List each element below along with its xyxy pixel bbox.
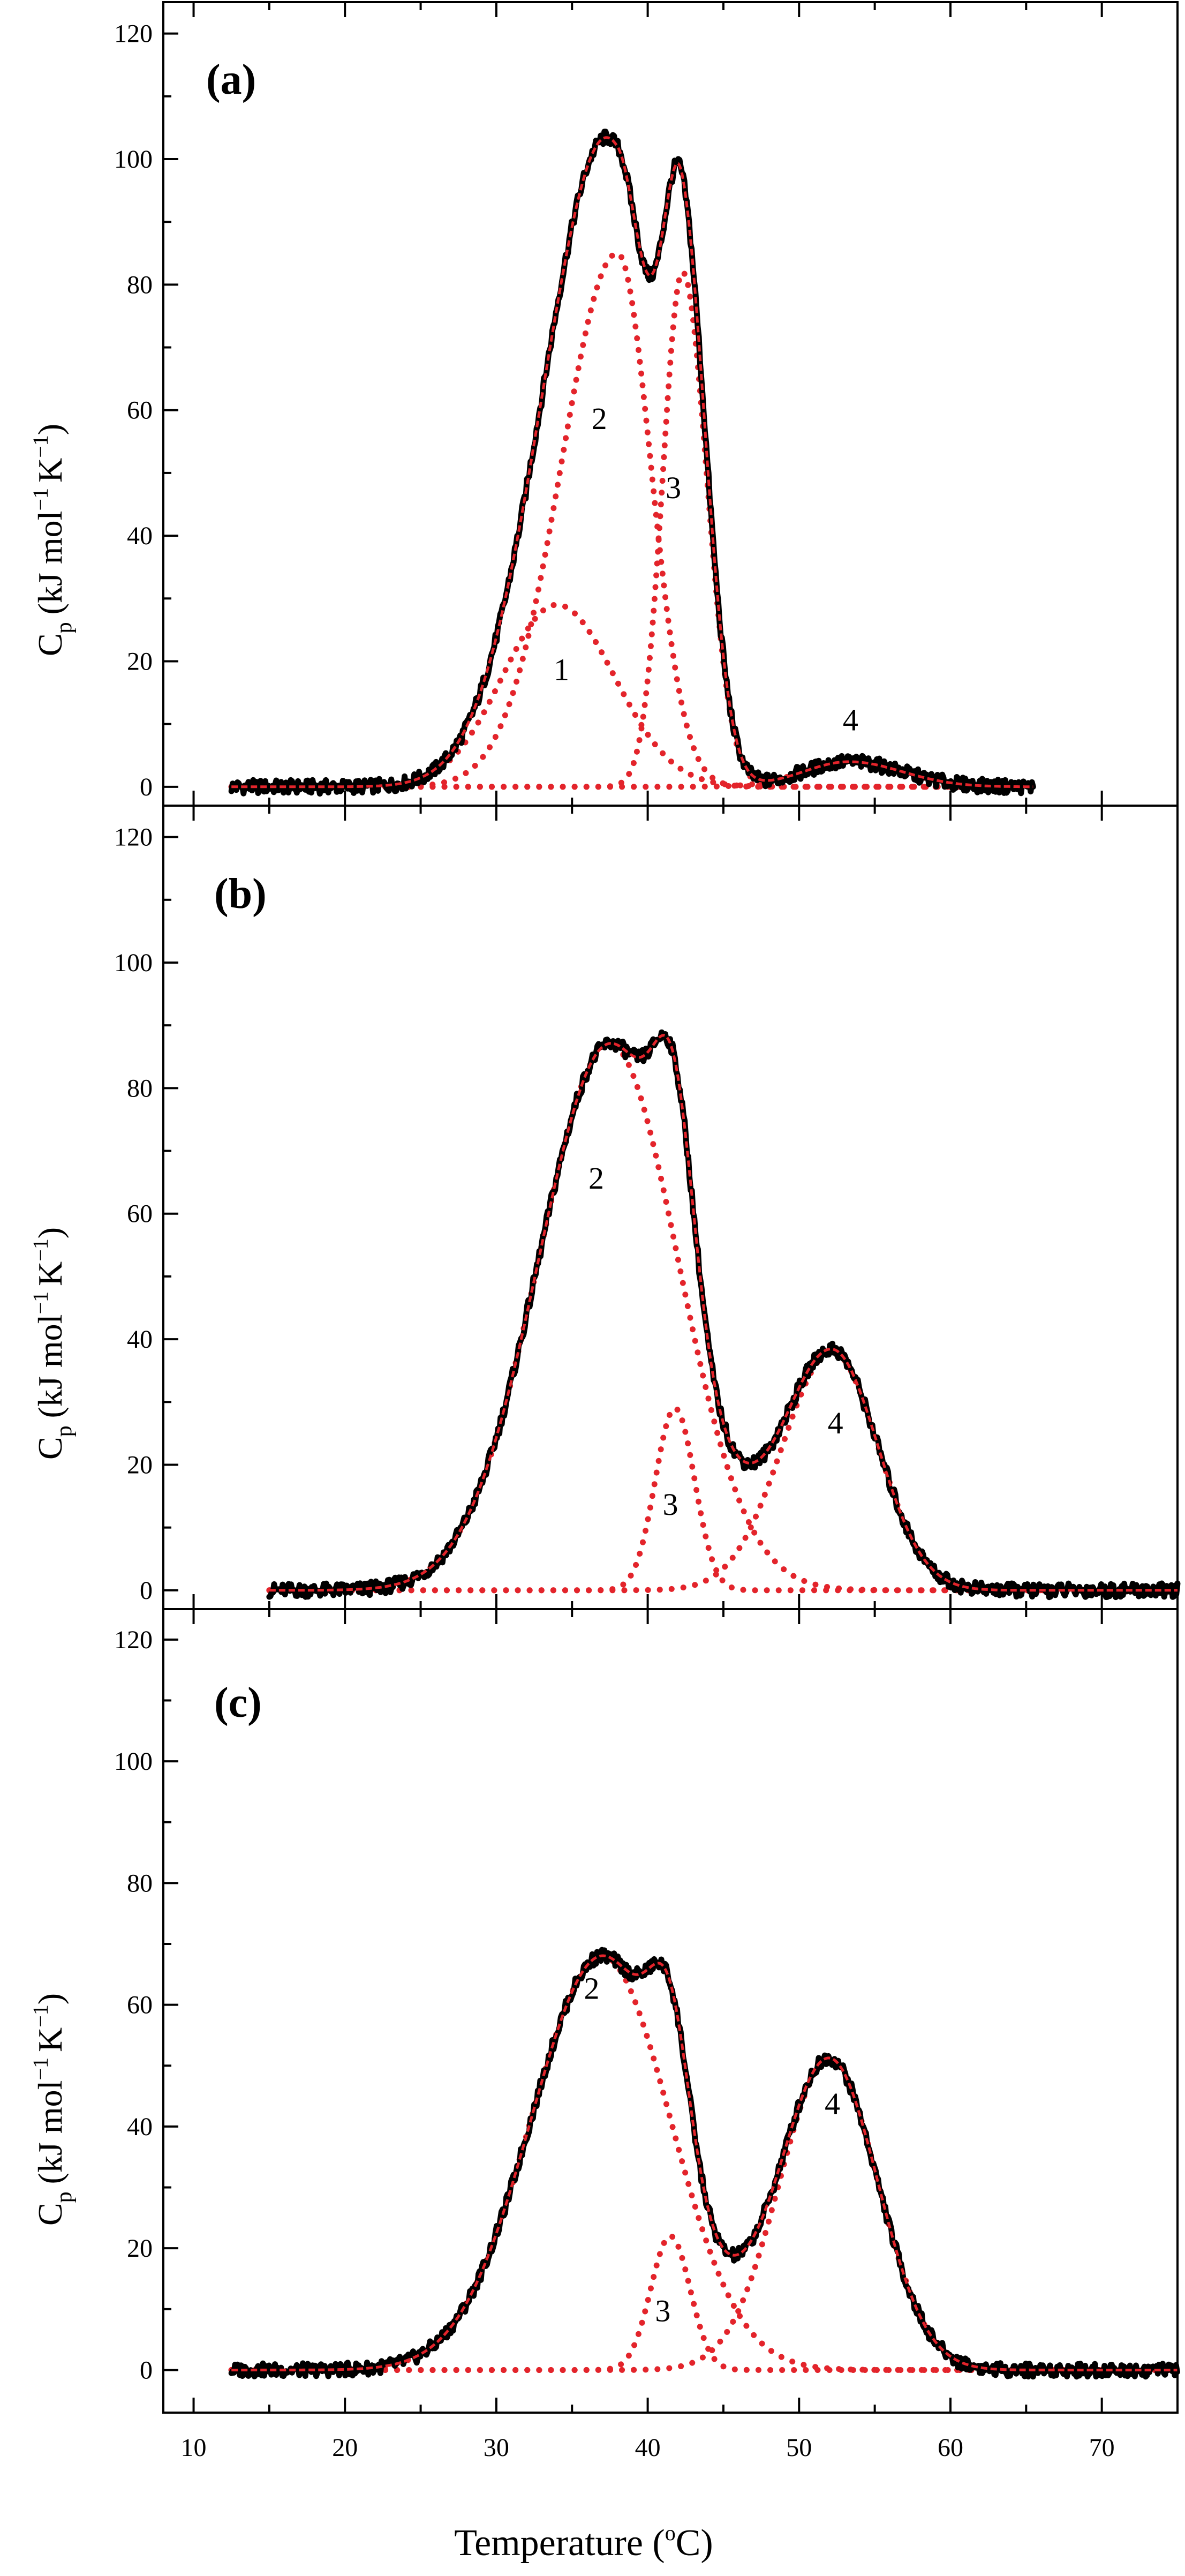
panel-b-y-tick-label: 100 — [114, 949, 153, 977]
panel-c-peak-label-3: 3 — [655, 2294, 670, 2329]
panel-a-peak-label-4: 4 — [843, 702, 858, 737]
panel-c-x-ticks — [192, 1609, 1179, 2413]
panel-a-frame — [162, 1, 1179, 807]
panel-c-peak-label-4: 4 — [825, 2086, 840, 2121]
panel-a-component-2 — [228, 250, 1036, 790]
panel-b-peak-label-2: 2 — [588, 1161, 604, 1196]
panel-a-y-tick-label: 100 — [114, 145, 153, 174]
panel-a-component-1 — [228, 602, 1036, 790]
x-tick-label: 50 — [786, 2434, 812, 2462]
panel-a-component-3 — [228, 269, 1036, 790]
panel-b-curves — [266, 1029, 1181, 1601]
panel-c-y-tick-label: 100 — [114, 1747, 153, 1776]
panel-b-y-title: Cp(kJ mol−1K−1) — [28, 1227, 77, 1460]
panel-c-peak-label-2: 2 — [584, 1971, 600, 2006]
panel-a-label: (a) — [206, 56, 256, 103]
panel-a-y-tick-label: 120 — [114, 20, 153, 48]
panel-c-component-3 — [228, 2233, 1180, 2373]
x-tick-labels: 10 20 30 40 50 60 70 — [181, 2434, 1115, 2462]
panel-b-y-tick-label: 120 — [114, 823, 153, 852]
panel-c-y-tick-label: 80 — [127, 1869, 153, 1897]
panel-a-y-tick-label: 20 — [127, 647, 153, 675]
panel-c-y-tick-label: 40 — [127, 2113, 153, 2141]
panel-b-y-tick-label: 80 — [127, 1074, 153, 1102]
x-tick-label: 40 — [635, 2434, 661, 2462]
panel-b-y-tick-label: 20 — [127, 1451, 153, 1479]
panel-b-component-2 — [266, 1041, 1181, 1594]
panel-c-fit-curve — [231, 1954, 1178, 2371]
panel-b-y-tick-label: 60 — [127, 1200, 153, 1228]
panel-c-label: (c) — [214, 1679, 262, 1726]
panel-b-fit-curve — [269, 1034, 1178, 1592]
panel-a-y-title: Cp(kJ mol−1K−1) — [28, 424, 77, 656]
panel-c: 0 20 40 60 80 100 120 2 3 4 (c) Cp(kJ mol−1K−1) — [28, 1608, 1180, 2414]
panel-a-y-tick-label: 60 — [127, 396, 153, 425]
panel-a-y-tick-label: 40 — [127, 522, 153, 550]
panel-c-component-2 — [228, 1953, 1180, 2373]
panel-a-experimental-curve — [228, 129, 1036, 797]
panel-a-peak-label-1: 1 — [554, 652, 569, 687]
panel-c-y-title: Cp(kJ mol−1K−1) — [28, 1993, 77, 2226]
panel-c-y-ticks: 0 20 40 60 80 100 120 — [114, 1626, 178, 2384]
panel-c-y-tick-label: 120 — [114, 1626, 153, 1654]
panel-a-curves — [228, 129, 1036, 797]
panel-b-peak-labels: 2 3 4 — [588, 1161, 843, 1522]
panel-c-experimental-curve — [228, 1947, 1180, 2380]
panel-b-experimental-curve — [266, 1029, 1181, 1601]
panel-b-component-3 — [266, 1405, 1181, 1594]
panel-c-y-tick-label: 60 — [127, 1991, 153, 2019]
panel-a-y-ticks: 0 20 40 60 80 100 120 — [114, 20, 178, 801]
panel-b-component-4 — [266, 1348, 1181, 1594]
panel-c-y-tick-label: 20 — [127, 2234, 153, 2263]
panel-a-y-tick-label: 0 — [140, 773, 153, 801]
panel-a-peak-label-2: 2 — [592, 401, 607, 436]
panel-c-frame — [162, 1608, 1179, 2414]
panel-b-peak-label-4: 4 — [828, 1406, 843, 1440]
panel-a-fit-curve — [231, 136, 1033, 788]
panel-b: 0 20 40 60 80 100 120 2 3 4 (b) Cp(kJ mol−1K−1) — [28, 805, 1181, 1610]
x-tick-label: 30 — [484, 2434, 509, 2462]
panel-c-y-tick-label: 0 — [140, 2356, 153, 2384]
panel-b-y-tick-label: 40 — [127, 1325, 153, 1354]
panel-c-curves — [228, 1947, 1180, 2380]
panel-a-y-tick-label: 80 — [127, 271, 153, 299]
panel-a-peak-labels: 1 2 3 4 — [554, 401, 858, 738]
panel-c-peak-labels: 2 3 4 — [584, 1971, 840, 2328]
x-axis-title: Temperature (oC) — [454, 2521, 713, 2564]
x-tick-label: 60 — [938, 2434, 963, 2462]
x-tick-label: 70 — [1089, 2434, 1115, 2462]
panel-a-x-ticks — [192, 2, 1179, 806]
panel-b-x-ticks — [192, 806, 1179, 1609]
panel-b-y-ticks: 0 20 40 60 80 100 120 — [114, 823, 178, 1605]
x-tick-label: 10 — [181, 2434, 207, 2462]
panel-b-label: (b) — [214, 870, 267, 918]
panel-b-peak-label-3: 3 — [663, 1487, 678, 1522]
panel-b-y-tick-label: 0 — [140, 1576, 153, 1605]
x-tick-label: 20 — [332, 2434, 358, 2462]
panel-a: 0 20 40 60 80 100 120 1 2 3 4 (a) Cp(kJ mol−1K−1) — [28, 1, 1179, 807]
panel-a-peak-label-3: 3 — [666, 470, 681, 505]
panel-c-component-4 — [228, 2056, 1180, 2373]
